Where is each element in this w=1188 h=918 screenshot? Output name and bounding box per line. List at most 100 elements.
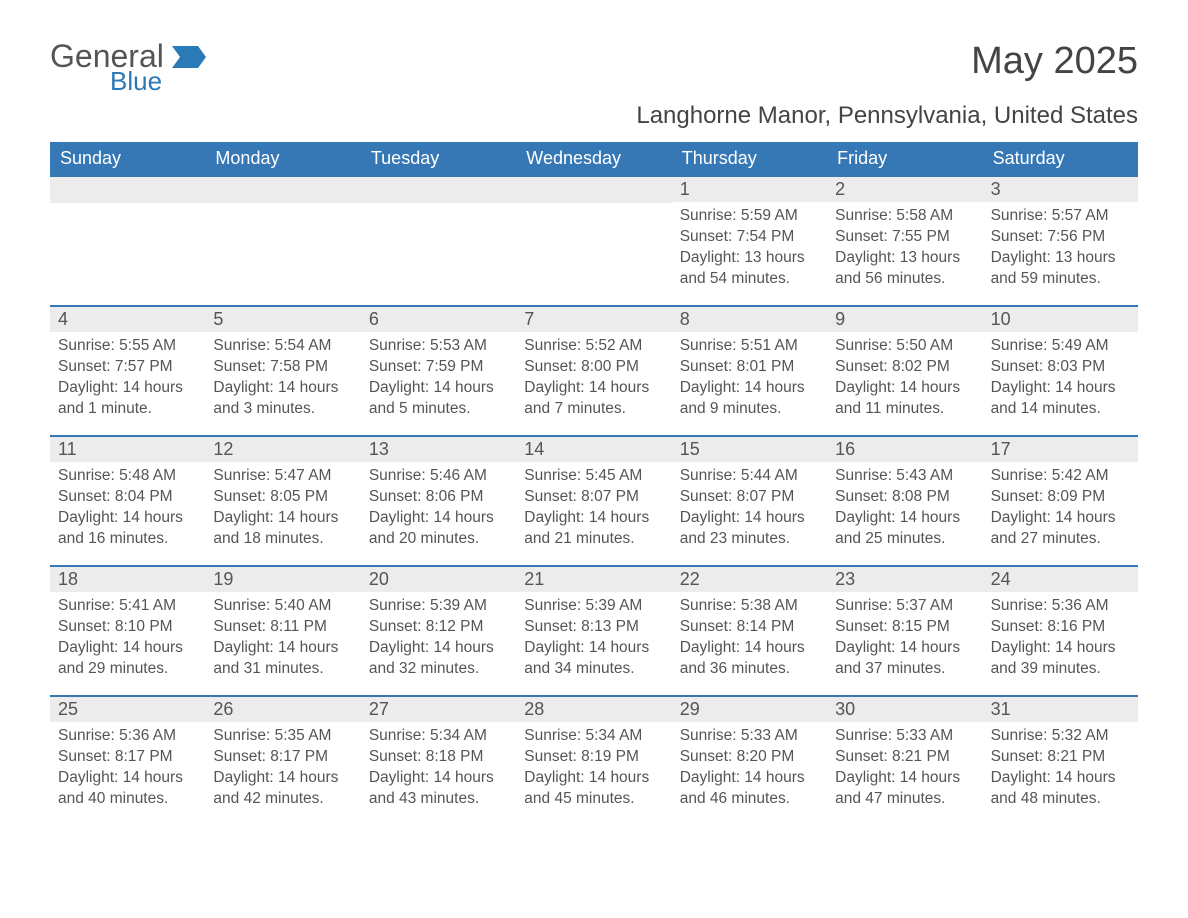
calendar-day: 10Sunrise: 5:49 AMSunset: 8:03 PMDayligh… — [983, 307, 1138, 435]
day-body: Sunrise: 5:49 AMSunset: 8:03 PMDaylight:… — [983, 332, 1138, 424]
calendar-day — [205, 177, 360, 305]
daylight-text: Daylight: 14 hours and 36 minutes. — [680, 638, 819, 680]
sunrise-text: Sunrise: 5:52 AM — [524, 336, 663, 357]
daylight-text: Daylight: 14 hours and 42 minutes. — [213, 768, 352, 810]
calendar-day: 11Sunrise: 5:48 AMSunset: 8:04 PMDayligh… — [50, 437, 205, 565]
weekday-header: Friday — [827, 142, 982, 175]
sunset-text: Sunset: 8:04 PM — [58, 487, 197, 508]
day-body — [50, 203, 205, 211]
daylight-text: Daylight: 14 hours and 27 minutes. — [991, 508, 1130, 550]
day-body — [205, 203, 360, 211]
calendar-week: 4Sunrise: 5:55 AMSunset: 7:57 PMDaylight… — [50, 305, 1138, 435]
daylight-text: Daylight: 13 hours and 59 minutes. — [991, 248, 1130, 290]
day-body: Sunrise: 5:55 AMSunset: 7:57 PMDaylight:… — [50, 332, 205, 424]
date-number: 28 — [516, 697, 671, 722]
sunset-text: Sunset: 7:57 PM — [58, 357, 197, 378]
date-number: 2 — [827, 177, 982, 202]
sunset-text: Sunset: 8:13 PM — [524, 617, 663, 638]
day-body: Sunrise: 5:44 AMSunset: 8:07 PMDaylight:… — [672, 462, 827, 554]
date-number: 26 — [205, 697, 360, 722]
calendar-week: 18 Sunrise: 5:41 AMSunset: 8:10 PM Dayligh… — [50, 565, 1138, 695]
sunrise-text: Sunrise: 5:53 AM — [369, 336, 508, 357]
calendar-day: 17Sunrise: 5:42 AMSunset: 8:09 PMDayligh… — [983, 437, 1138, 565]
calendar-day: 28Sunrise: 5:34 AMSunset: 8:19 PMDayligh… — [516, 697, 671, 825]
sunset-text: Sunset: 7:54 PM — [680, 227, 819, 248]
calendar-day — [361, 177, 516, 305]
date-number: 10 — [983, 307, 1138, 332]
sunset-text: Sunset: 7:56 PM — [991, 227, 1130, 248]
sunrise-text: Sunrise: 5:45 AM — [524, 466, 663, 487]
calendar-day: 24Sunrise: 5:36 AMSunset: 8:16 PMDayligh… — [983, 567, 1138, 695]
day-body: Sunrise: 5:39 AMSunset: 8:12 PMDaylight:… — [361, 592, 516, 684]
date-number: 6 — [361, 307, 516, 332]
sunset-text: Sunset: 8:12 PM — [369, 617, 508, 638]
sunset-text: Sunset: 7:58 PM — [213, 357, 352, 378]
calendar-day: 18Sunrise: 5:41 AMSunset: 8:10 PMDayligh… — [50, 567, 205, 695]
day-body: Sunrise: 5:33 AMSunset: 8:20 PMDaylight:… — [672, 722, 827, 814]
daylight-text: Daylight: 14 hours and 31 minutes. — [213, 638, 352, 680]
day-body: Sunrise: 5:40 AMSunset: 8:11 PMDaylight:… — [205, 592, 360, 684]
daylight-text: Daylight: 13 hours and 54 minutes. — [680, 248, 819, 290]
day-body: Sunrise: 5:38 AMSunset: 8:14 PMDaylight:… — [672, 592, 827, 684]
daylight-text: Daylight: 14 hours and 11 minutes. — [835, 378, 974, 420]
day-body: Sunrise: 5:45 AMSunset: 8:07 PMDaylight:… — [516, 462, 671, 554]
calendar-day: 27Sunrise: 5:34 AMSunset: 8:18 PMDayligh… — [361, 697, 516, 825]
daylight-text: Daylight: 14 hours and 25 minutes. — [835, 508, 974, 550]
date-number: 23 — [827, 567, 982, 592]
day-body: Sunrise: 5:35 AMSunset: 8:17 PMDaylight:… — [205, 722, 360, 814]
date-number: 14 — [516, 437, 671, 462]
logo: General Blue — [50, 40, 206, 94]
daylight-text: Daylight: 14 hours and 39 minutes. — [991, 638, 1130, 680]
calendar-day: 22Sunrise: 5:38 AMSunset: 8:14 PMDayligh… — [672, 567, 827, 695]
daylight-text: Daylight: 14 hours and 40 minutes. — [58, 768, 197, 810]
sunrise-text: Sunrise: 5:44 AM — [680, 466, 819, 487]
date-number: 22 — [672, 567, 827, 592]
sunset-text: Sunset: 8:01 PM — [680, 357, 819, 378]
calendar-day: 19Sunrise: 5:40 AMSunset: 8:11 PMDayligh… — [205, 567, 360, 695]
day-body: Sunrise: 5:37 AMSunset: 8:15 PMDaylight:… — [827, 592, 982, 684]
calendar-day — [50, 177, 205, 305]
sunset-text: Sunset: 8:03 PM — [991, 357, 1130, 378]
weekday-header: Monday — [205, 142, 360, 175]
calendar-day: 2Sunrise: 5:58 AMSunset: 7:55 PMDaylight… — [827, 177, 982, 305]
sunrise-text: Sunrise: 5:57 AM — [991, 206, 1130, 227]
date-number: 29 — [672, 697, 827, 722]
sunrise-text: Sunrise: 5:38 AM — [680, 596, 819, 617]
date-number — [205, 177, 360, 203]
daylight-text: Daylight: 14 hours and 21 minutes. — [524, 508, 663, 550]
date-number: 12 — [205, 437, 360, 462]
sunrise-text: Sunrise: 5:47 AM — [213, 466, 352, 487]
logo-text-blue: Blue — [110, 68, 164, 94]
day-body: Sunrise: 5:53 AMSunset: 7:59 PMDaylight:… — [361, 332, 516, 424]
calendar-day: 13Sunrise: 5:46 AMSunset: 8:06 PMDayligh… — [361, 437, 516, 565]
month-title: May 2025 — [971, 40, 1138, 83]
date-number: 5 — [205, 307, 360, 332]
daylight-text: Daylight: 14 hours and 3 minutes. — [213, 378, 352, 420]
date-number: 13 — [361, 437, 516, 462]
sunrise-text: Sunrise: 5:41 AM — [58, 596, 197, 617]
sunset-text: Sunset: 8:17 PM — [58, 747, 197, 768]
calendar-day: 30Sunrise: 5:33 AMSunset: 8:21 PMDayligh… — [827, 697, 982, 825]
sunset-text: Sunset: 8:07 PM — [524, 487, 663, 508]
calendar: SundayMondayTuesdayWednesdayThursdayFrid… — [50, 142, 1138, 825]
date-number: 20 — [361, 567, 516, 592]
calendar-week: 11Sunrise: 5:48 AMSunset: 8:04 PMDayligh… — [50, 435, 1138, 565]
day-body: Sunrise: 5:36 AMSunset: 8:16 PMDaylight:… — [983, 592, 1138, 684]
daylight-text: Daylight: 14 hours and 20 minutes. — [369, 508, 508, 550]
day-body: Sunrise: 5:51 AMSunset: 8:01 PMDaylight:… — [672, 332, 827, 424]
sunset-text: Sunset: 8:10 PM — [58, 617, 197, 638]
sunset-text: Sunset: 8:21 PM — [991, 747, 1130, 768]
sunrise-text: Sunrise: 5:34 AM — [524, 726, 663, 747]
day-body — [361, 203, 516, 211]
sunset-text: Sunset: 8:19 PM — [524, 747, 663, 768]
sunrise-text: Sunrise: 5:58 AM — [835, 206, 974, 227]
day-body: Sunrise: 5:47 AMSunset: 8:05 PMDaylight:… — [205, 462, 360, 554]
daylight-text: Daylight: 14 hours and 34 minutes. — [524, 638, 663, 680]
date-number: 18 — [50, 567, 205, 592]
date-number — [50, 177, 205, 203]
day-body: Sunrise: 5:48 AMSunset: 8:04 PMDaylight:… — [50, 462, 205, 554]
sunrise-text: Sunrise: 5:46 AM — [369, 466, 508, 487]
sunrise-text: Sunrise: 5:35 AM — [213, 726, 352, 747]
sunset-text: Sunset: 8:07 PM — [680, 487, 819, 508]
day-body: Sunrise: 5:59 AMSunset: 7:54 PMDaylight:… — [672, 202, 827, 294]
